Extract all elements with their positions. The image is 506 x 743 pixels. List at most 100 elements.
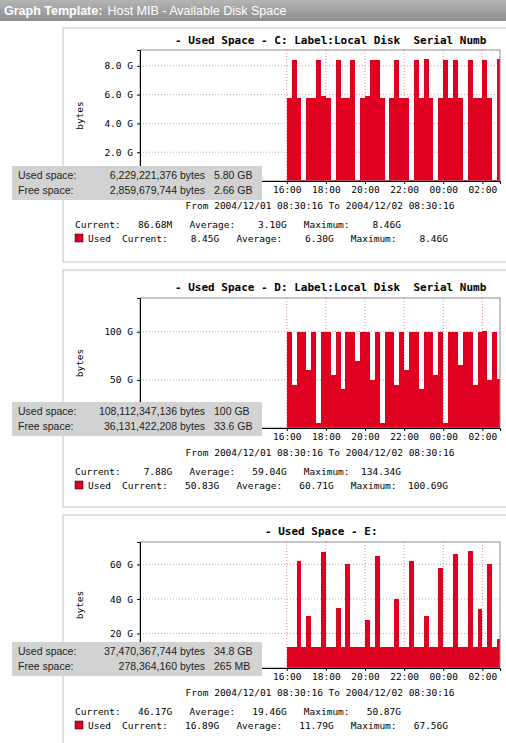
bar [297,561,302,668]
bar [306,98,311,181]
y-tick-mark [137,633,140,634]
bar [389,332,394,428]
period-text: From 2004/12/01 08:30:16 To 2004/12/02 0… [186,447,455,458]
bar [424,59,429,181]
plot-marks [287,59,500,181]
summary-text: Current: 46.17G Average: 19.46G Maximum:… [75,706,401,717]
tooltip-bytes: 36,131,422,208 bytes [104,420,205,432]
y-axis: 2.0 G4.0 G6.0 G8.0 G [104,51,140,182]
y-tick-mark [137,66,140,67]
summary-text: Current: 7.88G Average: 59.04G Maximum: … [75,466,401,477]
x-tick: 00:00 [429,181,458,195]
tooltip-label: Free space: [18,184,73,196]
x-tick-label: 16:00 [273,671,302,682]
tooltip-box [12,166,262,200]
y-tick-label: 2.0 G [104,147,133,158]
chart-title: - Used Space - E: [265,525,378,538]
bar [492,332,497,428]
legend-label: Used [88,480,111,491]
bar [419,647,424,668]
bar [360,332,365,428]
bar [468,60,473,181]
grid [140,50,500,181]
bar [316,647,321,668]
period-text: From 2004/12/01 08:30:16 To 2004/12/02 0… [186,687,455,698]
bar [433,647,438,668]
y-tick-label: 60 G [110,559,133,570]
x-tick-label: 20:00 [351,431,380,442]
tooltip-size: 5.80 GB [214,169,253,181]
chart-title: - Used Space - D: Label:Local Disk Seria… [175,281,487,294]
header-bar [0,0,506,21]
y-tick: 100 G [104,326,140,337]
bar [468,551,473,668]
tooltip-label: Used space: [18,645,76,657]
bar [345,332,350,428]
x-tick-label: 00:00 [429,431,458,442]
bar [419,98,424,181]
tooltip: Used space:108,112,347,136 bytes100 GBFr… [12,402,262,436]
bar [292,647,297,668]
bar [326,647,331,668]
bar [321,96,326,181]
graph-panel [63,28,506,262]
tooltip-label: Free space: [18,660,73,672]
bar [463,647,468,668]
bar [399,332,404,428]
x-tick: 20:00 [351,181,380,195]
y-tick-label: 8.0 G [104,60,133,71]
bar [448,332,453,428]
tooltip: Used space:6,229,221,376 bytes5.80 GBFre… [12,166,262,200]
x-tick-label: 00:00 [429,184,458,195]
bar [394,599,399,668]
bar [404,370,409,428]
legend-label: Used [88,233,111,244]
bar [424,616,429,668]
bar [345,98,350,181]
x-tick-label: 20:00 [351,671,380,682]
legend-stats: Current: 50.83G Average: 60.71G Maximum:… [122,480,448,491]
y-tick-mark [137,123,140,124]
bar [385,332,390,428]
x-tick-label: 16:00 [273,431,302,442]
bar [301,647,306,668]
bar [478,609,483,668]
x-tick-label: 22:00 [390,184,419,195]
header-label: Graph Template: [4,4,102,18]
y-tick-label: 20 G [110,628,133,639]
bar [321,332,326,428]
bar [355,647,360,668]
y-axis-title: bytes [74,101,85,130]
bar [473,647,478,668]
bar [414,332,419,428]
bar [365,96,370,181]
bar [443,647,448,668]
bar [380,647,385,668]
y-grid-line [140,331,500,332]
bar [375,556,380,668]
bar [287,98,292,181]
x-tick-label: 02:00 [469,184,498,195]
legend-swatch [75,481,83,489]
tooltip-label: Used space: [18,405,76,417]
bar [492,647,497,668]
tooltip-box [12,642,262,676]
bar [311,98,316,181]
bar [389,647,394,668]
y-tick-mark [137,599,140,600]
bar [429,332,434,428]
plot-marks [287,331,500,428]
bar [336,332,341,428]
y-axis-title: bytes [74,349,85,378]
bar [375,332,380,428]
header-text: Graph Template:Host MIB - Available Disk… [4,4,286,18]
bar [424,332,429,428]
x-tick: 16:00 [273,428,302,442]
bar [375,60,380,181]
x-tick: 22:00 [390,668,419,682]
bar [433,375,438,428]
x-tick: 16:00 [273,181,302,195]
bar [350,60,355,181]
bar [458,365,463,428]
bar [365,620,370,668]
